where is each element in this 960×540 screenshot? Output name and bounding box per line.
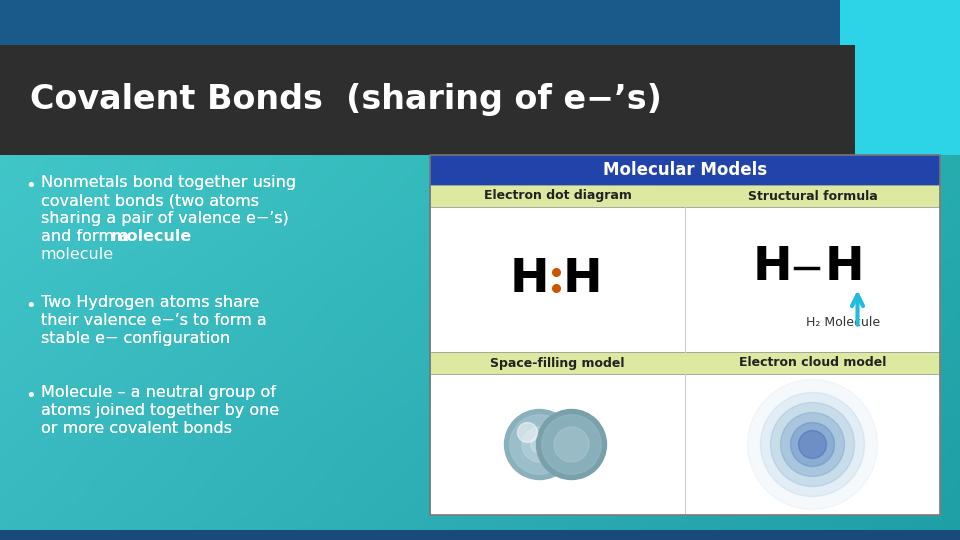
Text: •: • (25, 387, 36, 405)
Text: H: H (825, 245, 864, 290)
Text: Molecule – a neutral group of: Molecule – a neutral group of (41, 385, 276, 400)
Circle shape (771, 402, 854, 487)
Text: Two Hydrogen atoms share: Two Hydrogen atoms share (41, 295, 259, 310)
Text: H: H (510, 257, 549, 302)
Text: H: H (753, 245, 792, 290)
Text: H₂ Molecule: H₂ Molecule (805, 316, 879, 329)
Circle shape (510, 415, 569, 474)
Circle shape (537, 409, 607, 480)
Text: covalent bonds (two atoms: covalent bonds (two atoms (41, 193, 259, 208)
Bar (840, 0, 960, 155)
Text: atoms joined together by one: atoms joined together by one (41, 403, 279, 418)
Text: sharing a pair of valence e−’s): sharing a pair of valence e−’s) (41, 211, 289, 226)
Circle shape (541, 415, 601, 474)
Bar (430, 352, 940, 374)
Circle shape (531, 436, 548, 453)
Text: •: • (25, 177, 36, 195)
Bar (0, 45, 855, 155)
Bar (430, 155, 940, 185)
Text: Two Hydrogen atoms share: Two Hydrogen atoms share (41, 295, 259, 310)
Bar (0, 0, 960, 45)
Text: or more covalent bonds: or more covalent bonds (41, 421, 232, 436)
Text: their valence e−’s to form a: their valence e−’s to form a (41, 313, 267, 328)
Circle shape (554, 427, 589, 462)
Text: and form a: and form a (41, 229, 134, 244)
Text: atoms joined together by one: atoms joined together by one (41, 403, 279, 418)
Bar (430, 185, 940, 207)
Text: •: • (25, 297, 36, 315)
Text: stable e− configuration: stable e− configuration (41, 331, 230, 346)
Text: Nonmetals bond together using: Nonmetals bond together using (41, 175, 296, 190)
Text: sharing a pair of valence e−’s): sharing a pair of valence e−’s) (41, 211, 289, 226)
Circle shape (748, 380, 877, 510)
Circle shape (760, 393, 865, 496)
Text: Molecular Models: Molecular Models (603, 161, 767, 179)
Text: Electron dot diagram: Electron dot diagram (484, 190, 632, 202)
Bar (430, 207, 940, 352)
Circle shape (505, 409, 574, 480)
Text: Covalent Bonds  (sharing of e−’s): Covalent Bonds (sharing of e−’s) (30, 84, 661, 117)
Text: molecule: molecule (41, 247, 114, 262)
Text: covalent bonds (two atoms: covalent bonds (two atoms (41, 193, 259, 208)
Text: and form a: and form a (41, 229, 134, 244)
Text: H: H (563, 257, 602, 302)
Text: Structural formula: Structural formula (748, 190, 877, 202)
Circle shape (790, 422, 834, 467)
Circle shape (780, 413, 845, 476)
Text: their valence e−’s to form a: their valence e−’s to form a (41, 313, 267, 328)
Circle shape (522, 427, 557, 462)
Text: Electron cloud model: Electron cloud model (739, 356, 886, 369)
Bar (0, 530, 960, 540)
Text: Space-filling model: Space-filling model (491, 356, 625, 369)
Text: Nonmetals bond together using: Nonmetals bond together using (41, 175, 296, 190)
Text: molecule: molecule (110, 229, 192, 244)
Bar (430, 374, 940, 515)
Text: stable e− configuration: stable e− configuration (41, 331, 230, 346)
Circle shape (799, 430, 827, 458)
Bar (430, 155, 940, 515)
Text: Molecule – a neutral group of: Molecule – a neutral group of (41, 385, 276, 400)
Text: or more covalent bonds: or more covalent bonds (41, 421, 232, 436)
Circle shape (517, 422, 538, 442)
